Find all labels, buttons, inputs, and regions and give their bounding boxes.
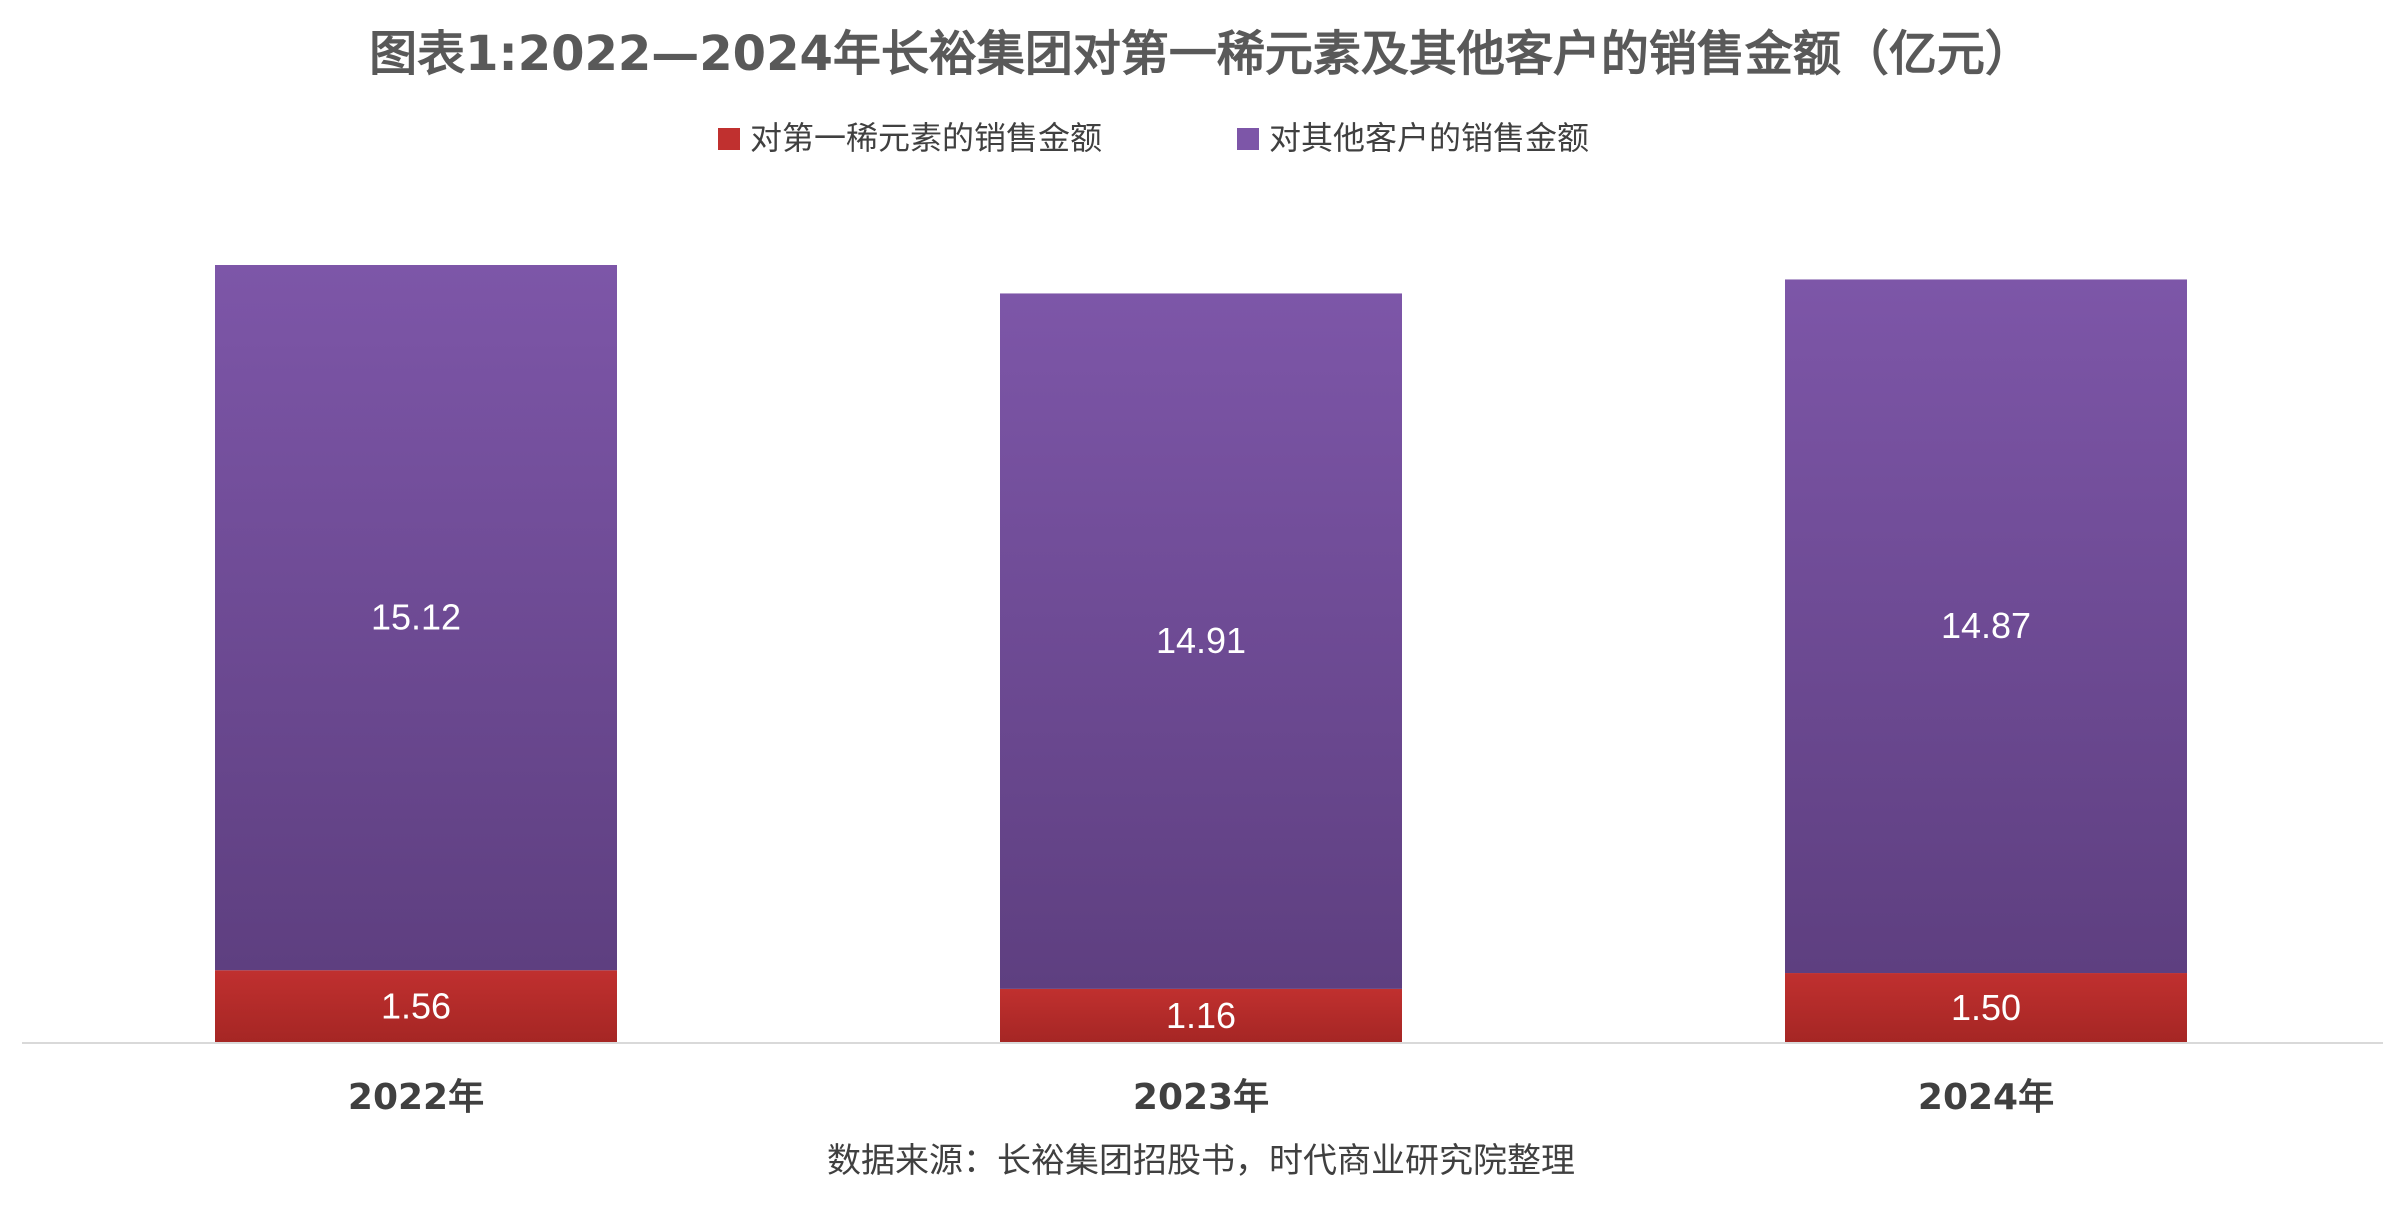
data-label-series0-1: 1.16 (1166, 995, 1236, 1036)
legend-label-1: 对其他客户的销售金额 (1269, 119, 1589, 157)
bar-series0-2 (1785, 973, 2187, 1043)
source-note: 数据来源：长裕集团招股书，时代商业研究院整理 (827, 1141, 1575, 1181)
x-tick-label-1: 2023年 (1133, 1077, 1269, 1118)
bar-series0-0 (215, 970, 617, 1043)
bar-series1-0 (215, 265, 617, 971)
bars (215, 265, 2187, 1043)
data-label-series1-2: 14.87 (1941, 605, 2031, 646)
legend-label-0: 对第一稀元素的销售金额 (750, 119, 1102, 157)
legend: 对第一稀元素的销售金额 对其他客户的销售金额 (718, 119, 1589, 157)
bar-series1-2 (1785, 279, 2187, 974)
data-label-series1-1: 14.91 (1156, 620, 1246, 661)
x-axis-ticks: 2022年 2023年 2024年 (348, 1077, 2054, 1118)
legend-swatch-1 (1237, 128, 1259, 150)
data-label-series0-2: 1.50 (1951, 987, 2021, 1028)
x-tick-label-2: 2024年 (1918, 1077, 2054, 1118)
chart-title: 图表1:2022—2024年长裕集团对第一稀元素及其他客户的销售金额（亿元） (369, 26, 2033, 82)
x-tick-label-0: 2022年 (348, 1077, 484, 1118)
bar-series0-1 (1000, 988, 1402, 1043)
data-label-series1-0: 15.12 (371, 597, 461, 638)
data-labels: 1.56 15.12 1.16 14.91 1.50 14.87 (371, 597, 2031, 1036)
data-label-series0-0: 1.56 (381, 986, 451, 1027)
bar-series1-1 (1000, 293, 1402, 989)
legend-swatch-0 (718, 128, 740, 150)
